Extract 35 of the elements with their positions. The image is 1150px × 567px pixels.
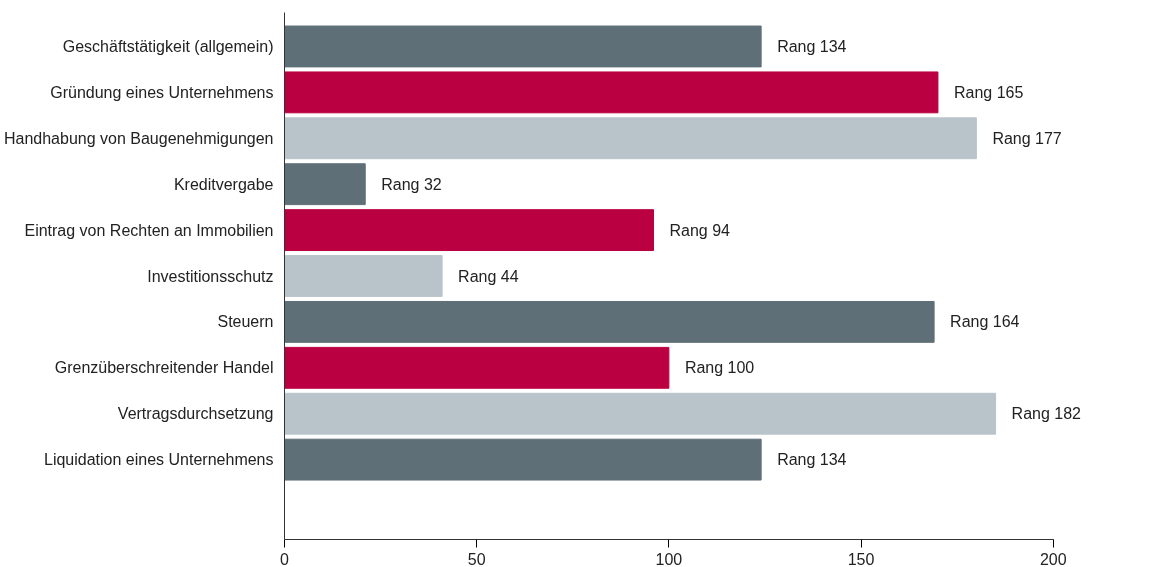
bar xyxy=(284,25,762,68)
data-label: Rang 177 xyxy=(992,129,1062,147)
data-label: Rang 94 xyxy=(669,221,731,239)
data-label: Rang 182 xyxy=(1011,405,1082,423)
data-label: Rang 44 xyxy=(458,267,519,285)
bar xyxy=(284,255,443,297)
bar xyxy=(284,300,935,343)
y-tick-label: Eintrag von Rechten an Immobilien xyxy=(24,221,274,239)
bar xyxy=(284,346,670,389)
y-tick-label: Geschäftstätigkeit (allgemein) xyxy=(62,37,274,55)
y-tick-label: Liquidation eines Unternehmens xyxy=(44,451,274,469)
y-tick-label: Grenzüberschreitender Handel xyxy=(54,359,274,377)
y-tick-label: Handhabung von Baugenehmigungen xyxy=(3,129,274,147)
data-label: Rang 165 xyxy=(953,83,1024,101)
x-tick-label: 50 xyxy=(467,550,486,567)
bar xyxy=(284,438,762,481)
data-label: Rang 134 xyxy=(777,451,847,469)
x-tick-label: 150 xyxy=(847,550,875,567)
data-label: Rang 134 xyxy=(777,37,847,55)
y-tick-label: Investitionsschutz xyxy=(147,267,274,285)
y-tick-label: Vertragsdurchsetzung xyxy=(117,405,274,423)
y-tick-label: Gründung eines Unternehmens xyxy=(50,83,274,101)
bar xyxy=(284,392,997,435)
bar xyxy=(284,71,939,114)
bar xyxy=(284,163,366,206)
data-label: Rang 100 xyxy=(684,359,755,377)
bar xyxy=(284,209,654,252)
x-tick-label: 100 xyxy=(655,550,683,567)
bar xyxy=(284,117,977,160)
data-label: Rang 164 xyxy=(950,313,1020,331)
x-tick-label: 200 xyxy=(1039,550,1067,567)
data-label: Rang 32 xyxy=(381,175,442,193)
x-tick-label: 0 xyxy=(280,550,290,567)
y-tick-label: Steuern xyxy=(217,313,274,331)
y-tick-label: Kreditvergabe xyxy=(173,175,274,193)
